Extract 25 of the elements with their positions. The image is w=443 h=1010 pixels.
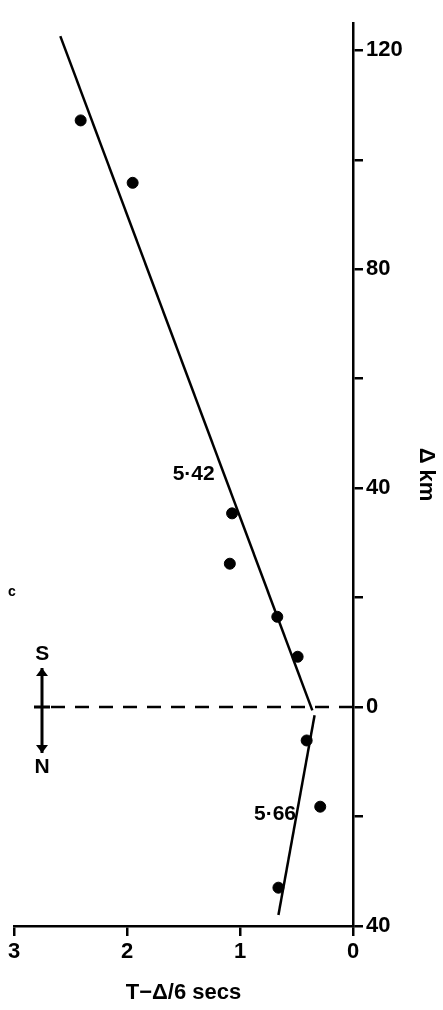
y-tick-label: 80 <box>366 255 391 281</box>
annotation: c <box>8 582 17 599</box>
y-tick-label: 120 <box>366 36 403 62</box>
annotation: S <box>35 640 50 664</box>
point <box>314 800 327 813</box>
annotation: 5·66 <box>254 800 297 824</box>
point <box>291 650 304 663</box>
point <box>223 557 236 570</box>
annotation: N <box>34 753 50 777</box>
y-tick-label: 0 <box>366 693 379 719</box>
point <box>226 507 239 520</box>
point <box>74 114 87 127</box>
annotation: 5·42 <box>172 461 215 485</box>
y-tick-label: 40 <box>366 912 391 938</box>
x-axis-title: T−Δ/6 secs <box>125 978 242 1004</box>
x-tick-label: 1 <box>233 938 247 964</box>
point <box>300 734 313 747</box>
point <box>126 176 139 189</box>
x-tick-label: 2 <box>120 938 134 964</box>
x-tick-label: 0 <box>346 938 360 964</box>
y-axis-title: Δ km <box>414 447 440 502</box>
point <box>272 881 285 894</box>
point <box>271 610 284 623</box>
x-tick-label: 3 <box>7 938 21 964</box>
y-tick-label: 40 <box>366 474 391 500</box>
